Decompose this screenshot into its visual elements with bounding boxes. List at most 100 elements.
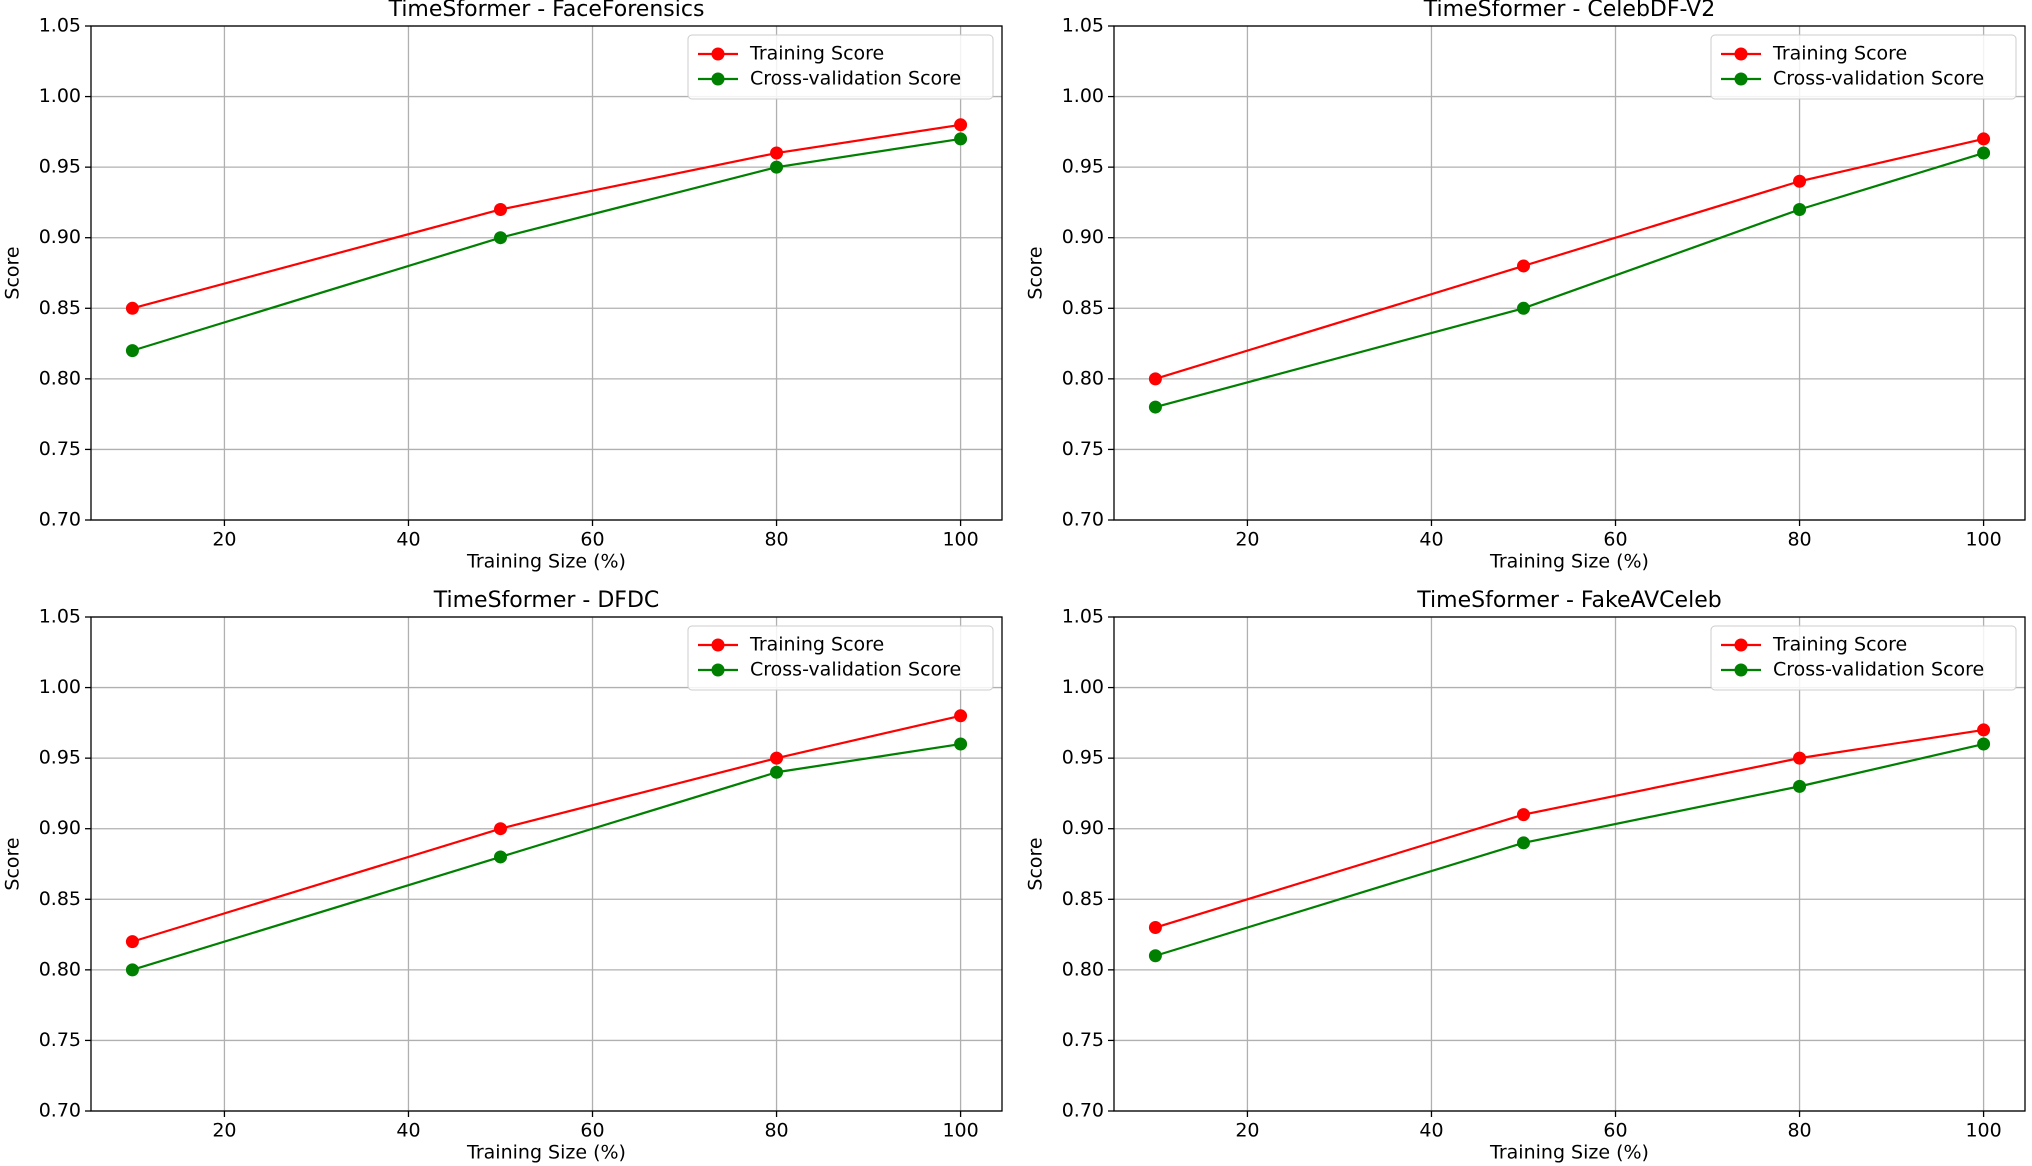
y-tick-label: 0.95 — [39, 156, 81, 178]
x-tick-label: 40 — [396, 1120, 420, 1142]
x-tick-label: 60 — [1603, 1120, 1627, 1142]
subplot: 0.70 0.75 0.80 0.85 0.90 0.95 1.00 1.05 20 40 60 80… — [2, 0, 1003, 573]
series-line — [1155, 728, 1984, 929]
plot-frame — [90, 25, 1003, 521]
data-point — [125, 344, 139, 358]
data-point — [770, 751, 784, 765]
x-tick-label: 20 — [1235, 529, 1259, 551]
legend-marker — [711, 72, 725, 86]
data-point — [954, 132, 968, 146]
data-point — [1977, 723, 1991, 737]
series-line — [1155, 151, 1984, 409]
chart-title: TimeSformer - FaceForensics — [388, 0, 705, 22]
data-point — [770, 765, 784, 779]
x-tick-label: 40 — [1419, 1120, 1443, 1142]
data-point — [1516, 301, 1530, 315]
subplot: 0.70 0.75 0.80 0.85 0.90 0.95 1.00 1.05 20 40 60 80… — [2, 588, 1003, 1164]
series-line — [132, 123, 961, 310]
data-point — [1148, 372, 1162, 386]
legend-marker — [1734, 663, 1748, 677]
x-tick-label: 80 — [1787, 1120, 1811, 1142]
data-point — [954, 737, 968, 751]
x-axis-label: Training Size (%) — [466, 1142, 626, 1164]
y-tick-label: 0.85 — [39, 888, 81, 910]
x-tick-label: 80 — [1787, 529, 1811, 551]
series-line — [1155, 742, 1984, 957]
y-tick-label: 0.85 — [1062, 888, 1104, 910]
y-tick-label: 0.80 — [1062, 958, 1104, 980]
y-tick-label: 1.05 — [1062, 606, 1104, 628]
data-point — [954, 709, 968, 723]
x-tick-label: 80 — [764, 1120, 788, 1142]
x-tick-label: 100 — [1965, 529, 2001, 551]
x-tick-label: 40 — [1419, 529, 1443, 551]
series-line — [132, 137, 961, 352]
y-tick-label: 0.80 — [39, 958, 81, 980]
data-point — [493, 850, 507, 864]
series-line — [132, 714, 961, 943]
legend-label: Cross-validation Score — [750, 68, 961, 90]
series-line — [132, 742, 961, 971]
chart-title: TimeSformer - DFDC — [433, 588, 660, 613]
x-axis-label: Training Size (%) — [1489, 551, 1649, 573]
data-point — [493, 231, 507, 245]
series-line — [1155, 137, 1984, 380]
data-point — [1516, 808, 1530, 822]
plot-frame — [90, 616, 1003, 1112]
x-tick-label: 60 — [580, 1120, 604, 1142]
y-axis-label: Score — [2, 246, 24, 299]
y-tick-label: 1.05 — [1062, 15, 1104, 37]
y-tick-label: 0.95 — [1062, 156, 1104, 178]
plot-frame — [1113, 25, 2026, 521]
y-tick-label: 1.00 — [39, 85, 81, 107]
data-point — [1977, 737, 1991, 751]
x-tick-label: 20 — [1235, 1120, 1259, 1142]
data-point — [1977, 132, 1991, 146]
chart-title: TimeSformer - FakeAVCeleb — [1416, 588, 1721, 613]
y-tick-label: 0.90 — [39, 817, 81, 839]
x-tick-label: 60 — [580, 529, 604, 551]
legend-marker — [1734, 638, 1748, 652]
y-axis-label: Score — [2, 837, 24, 890]
chart-title: TimeSformer - CelebDF-V2 — [1423, 0, 1715, 22]
x-axis-label: Training Size (%) — [1489, 1142, 1649, 1164]
y-tick-label: 0.70 — [39, 1100, 81, 1122]
legend: Training Score Cross-validation Score — [687, 625, 994, 691]
legend-marker — [711, 663, 725, 677]
data-point — [125, 935, 139, 949]
data-point — [1793, 174, 1807, 188]
data-point — [125, 963, 139, 977]
data-point — [1516, 836, 1530, 850]
y-tick-label: 0.75 — [39, 438, 81, 460]
y-tick-label: 0.90 — [39, 226, 81, 248]
x-tick-label: 100 — [942, 1120, 978, 1142]
data-point — [125, 301, 139, 315]
y-axis-label: Score — [1025, 837, 1047, 890]
subplot: 0.70 0.75 0.80 0.85 0.90 0.95 1.00 1.05 20 40 60 80… — [1025, 588, 2026, 1164]
y-tick-label: 1.00 — [1062, 676, 1104, 698]
legend-box — [687, 34, 994, 100]
plot-frame — [1113, 616, 2026, 1112]
legend-label: Training Score — [1772, 634, 1907, 656]
x-tick-label: 20 — [212, 1120, 236, 1142]
legend-box — [687, 625, 994, 691]
y-tick-label: 0.95 — [1062, 747, 1104, 769]
y-tick-label: 0.75 — [1062, 1029, 1104, 1051]
legend-box — [1710, 625, 2017, 691]
y-tick-label: 0.70 — [1062, 509, 1104, 531]
data-point — [770, 146, 784, 160]
y-tick-label: 0.95 — [39, 747, 81, 769]
legend-marker — [1734, 47, 1748, 61]
legend-marker — [711, 47, 725, 61]
y-tick-label: 1.00 — [39, 676, 81, 698]
data-point — [770, 160, 784, 174]
y-tick-label: 0.85 — [39, 297, 81, 319]
x-tick-label: 100 — [1965, 1120, 2001, 1142]
legend-label: Cross-validation Score — [750, 659, 961, 681]
legend: Training Score Cross-validation Score — [1710, 34, 2017, 100]
data-point — [1793, 779, 1807, 793]
y-tick-label: 0.80 — [39, 367, 81, 389]
y-axis-label: Score — [1025, 246, 1047, 299]
data-point — [493, 822, 507, 836]
